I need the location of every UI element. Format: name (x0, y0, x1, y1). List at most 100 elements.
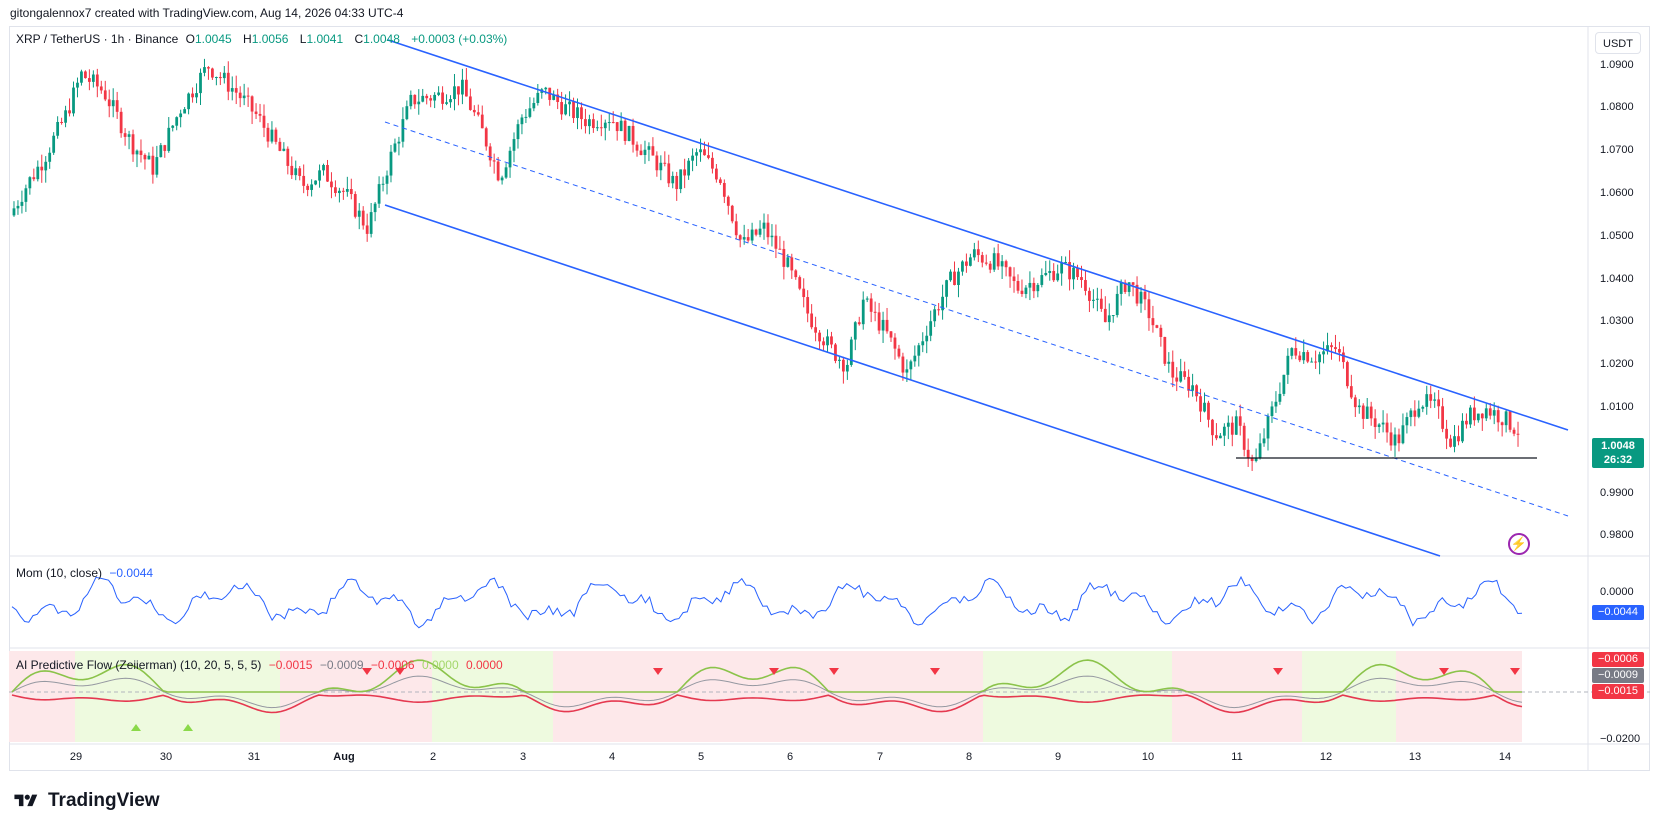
candle-body (980, 255, 984, 263)
candle-body (143, 154, 147, 160)
time-axis-label: 14 (1498, 751, 1512, 763)
ai-bull-line (11, 659, 1522, 693)
time-axis-label: 13 (1408, 751, 1422, 763)
candle-body (552, 94, 556, 100)
tradingview-brand[interactable]: TradingView (10, 790, 160, 812)
candle-body (734, 221, 738, 236)
candle-body (790, 257, 794, 271)
ai-flow-legend[interactable]: AI Predictive Flow (Zeiierman) (10, 20, … (16, 658, 507, 672)
candle-body (306, 185, 310, 190)
channel-lower-line (384, 204, 1441, 557)
candle-body (115, 100, 119, 112)
candle-body (80, 71, 83, 83)
candle-body (873, 311, 877, 313)
price-axis-label: 1.0900 (1600, 58, 1634, 71)
candle-body (95, 74, 99, 87)
candle-body (1032, 282, 1036, 292)
candle-body (48, 152, 52, 162)
currency-unit-button[interactable]: USDT (1595, 32, 1641, 54)
channel-median-line (384, 121, 1569, 517)
candle-body (806, 297, 810, 314)
momentum-tag: −0.0044 (1592, 605, 1644, 620)
candle-body (1048, 270, 1052, 273)
candle-body (663, 162, 667, 164)
chart-frame[interactable] (9, 26, 1650, 771)
candle-body (556, 94, 560, 103)
candle-body (988, 263, 992, 270)
candle-body (881, 319, 885, 331)
candle-body (76, 82, 79, 88)
candle-body (945, 280, 948, 297)
candle-body (500, 177, 504, 181)
candle-body (822, 341, 825, 346)
candle-body (1107, 315, 1111, 323)
candle-body (639, 150, 643, 155)
candle-body (1195, 385, 1198, 397)
candle-body (655, 155, 659, 171)
candle-body (345, 189, 349, 192)
candle-body (1135, 284, 1139, 304)
candle-body (230, 88, 234, 92)
candle-body (254, 111, 258, 114)
candle-body (1099, 298, 1103, 309)
candle-body (929, 321, 933, 336)
candle-body (841, 359, 845, 372)
candle-body (595, 127, 599, 129)
candle-body (588, 119, 591, 127)
candle-body (72, 87, 75, 114)
candle-body (234, 88, 238, 93)
candle-body (917, 345, 921, 356)
candle-body (270, 129, 274, 142)
ai-flow-v3: −0.0006 (370, 658, 415, 672)
candle-body (1151, 318, 1155, 326)
candle-body (536, 92, 540, 103)
candle-body (675, 175, 679, 190)
candle-body (1476, 413, 1480, 421)
candle-body (1270, 406, 1274, 417)
candle-body (965, 261, 968, 266)
candle-body (937, 309, 941, 311)
candle-body (171, 125, 175, 128)
candle-body (111, 100, 115, 107)
candle-body (1274, 401, 1278, 407)
candle-body (60, 121, 63, 123)
candle-body (1322, 351, 1325, 355)
candle-body (671, 175, 675, 184)
candle-body (218, 76, 222, 79)
candle-body (52, 135, 56, 153)
candle-body (214, 76, 218, 78)
ai-flow-tag-c: −0.0015 (1592, 684, 1644, 699)
candle-body (603, 122, 607, 129)
candle-body (1084, 280, 1087, 291)
candle-body (135, 150, 139, 155)
candle-body (32, 177, 36, 180)
price-axis-label: 1.0800 (1600, 101, 1634, 114)
candle-body (1449, 438, 1452, 447)
candle-body (1155, 325, 1159, 328)
symbol-name[interactable]: XRP / TetherUS · 1h · Binance (16, 32, 179, 46)
candle-body (770, 235, 774, 238)
candle-body (1000, 261, 1004, 267)
candle-body (746, 237, 750, 241)
candle-body (512, 139, 516, 151)
candle-body (433, 94, 437, 101)
candle-body (830, 336, 833, 345)
candle-body (1314, 361, 1318, 363)
momentum-legend[interactable]: Mom (10, close) −0.0044 (16, 566, 157, 580)
price-axis-label: 0.9800 (1600, 529, 1634, 542)
candle-body (20, 201, 24, 206)
candle-body (1405, 417, 1409, 426)
candle-body (1060, 262, 1064, 274)
alert-bolt-icon[interactable]: ⚡ (1508, 533, 1530, 555)
sell-marker-icon (1510, 668, 1520, 675)
last-price-tag: 1.0048 26:32 (1592, 438, 1644, 468)
candle-body (1393, 434, 1397, 446)
candle-body (476, 112, 480, 115)
candle-body (401, 119, 405, 142)
time-axis-label: 9 (1054, 751, 1062, 763)
candle-body (834, 344, 837, 361)
candle-body (615, 122, 619, 132)
candle-body (1064, 262, 1068, 264)
candle-body (576, 107, 579, 119)
